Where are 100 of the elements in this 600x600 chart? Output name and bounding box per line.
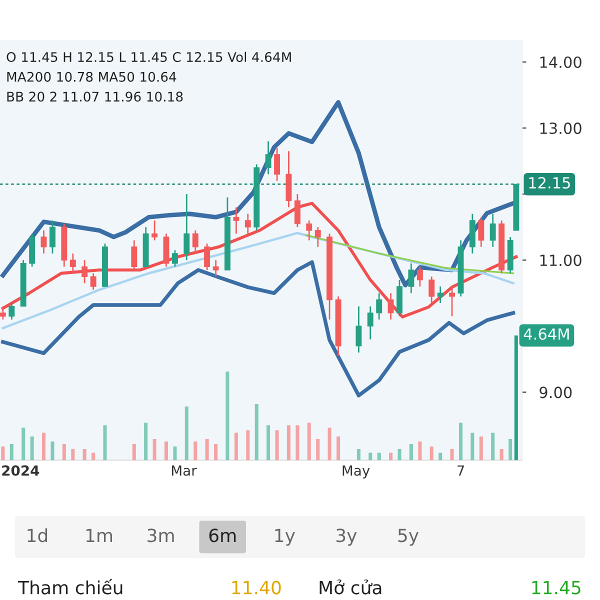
candlestick [367, 306, 374, 340]
bar [409, 444, 413, 460]
bar [377, 452, 381, 460]
x-tick-label: Mar [172, 465, 197, 476]
bar [10, 444, 14, 460]
bar [50, 441, 54, 460]
bar [184, 406, 188, 460]
candlestick [306, 220, 312, 241]
bar [328, 428, 332, 460]
text: 11.40 [232, 580, 281, 594]
line-series [305, 234, 514, 274]
bar [42, 432, 46, 460]
bar [430, 446, 434, 460]
bar [316, 438, 320, 460]
x-tick-label: May [342, 465, 370, 479]
candlestick [265, 140, 272, 175]
candlestick [82, 259, 88, 284]
bar [500, 448, 504, 460]
bar [266, 425, 270, 460]
bar [1, 446, 5, 460]
y-tick-label: 9.00 [540, 386, 572, 398]
bar [254, 404, 258, 460]
line-series [2, 232, 514, 330]
bar [62, 444, 66, 460]
x-tick-label: 2024 [2, 465, 40, 476]
bar [508, 438, 512, 460]
bar [92, 452, 96, 460]
bar [479, 436, 483, 460]
bar [368, 452, 372, 460]
bar [450, 448, 454, 460]
candlestick [50, 220, 56, 254]
text: 3m [148, 528, 174, 542]
bar [132, 444, 136, 460]
candlestick [172, 250, 178, 268]
bar [307, 422, 311, 460]
candlestick [8, 302, 15, 320]
annotation: O 11.45 H 12.15 L 11.45 C 12.15 Vol 4.64M [6, 52, 291, 62]
bar [275, 430, 279, 460]
candlestick [274, 147, 280, 182]
annotation: BB 20 2 11.07 11.96 10.18 [7, 92, 183, 102]
bar [470, 432, 474, 460]
text: 1d [28, 528, 48, 542]
candlestick [428, 276, 435, 304]
text: 1y [275, 528, 295, 546]
candlestick [40, 230, 47, 254]
bar [418, 441, 422, 460]
bar [103, 425, 107, 460]
candlestick [90, 272, 96, 291]
bar [205, 438, 209, 460]
bar [164, 441, 168, 460]
bar [246, 430, 250, 460]
bar [234, 432, 238, 460]
y-tick-label: 11.00 [540, 254, 582, 266]
line-series [1, 202, 518, 318]
bar [356, 448, 360, 460]
candlestick [192, 230, 198, 254]
bar [459, 422, 463, 460]
candlestick [204, 242, 210, 271]
bar [226, 372, 230, 460]
bar [336, 436, 340, 460]
bar [71, 448, 75, 460]
candlestick [490, 213, 496, 248]
candlestick [233, 206, 240, 234]
candlestick [131, 240, 138, 271]
bar [82, 448, 86, 460]
candlestick [314, 226, 321, 248]
bar [296, 425, 300, 460]
text: 5y [398, 528, 419, 546]
y-tick-label: 13.00 [540, 122, 582, 134]
bar [398, 448, 402, 460]
candlestick [152, 220, 158, 241]
bar [30, 436, 34, 460]
candlestick [356, 306, 362, 354]
bar [286, 425, 290, 460]
bar [491, 432, 495, 460]
annotation: MA200 10.78 MA50 10.64 [7, 72, 176, 82]
bar [438, 452, 442, 460]
text: 1m [86, 528, 112, 542]
x-tick-label: 7 [457, 465, 464, 476]
candlestick [376, 292, 382, 320]
text: 11.45 [532, 581, 580, 594]
text: 4.64M [524, 328, 569, 340]
ref-line-label: 12.15 [529, 177, 570, 189]
candlestick [416, 266, 423, 288]
line-series [1, 260, 516, 398]
candlestick [408, 262, 414, 294]
bar [152, 438, 156, 460]
bar [194, 441, 198, 460]
candlestick [437, 286, 444, 304]
text: 3y [336, 528, 357, 546]
text: Mở cửa [320, 580, 382, 594]
bar [214, 444, 218, 460]
bar [389, 452, 393, 460]
bar [22, 428, 26, 460]
y-tick-label: 14.00 [540, 56, 582, 68]
bar [173, 446, 177, 460]
text: 6m [209, 528, 236, 542]
bar [144, 422, 148, 460]
candlestick [70, 252, 76, 274]
candlestick [244, 213, 251, 234]
